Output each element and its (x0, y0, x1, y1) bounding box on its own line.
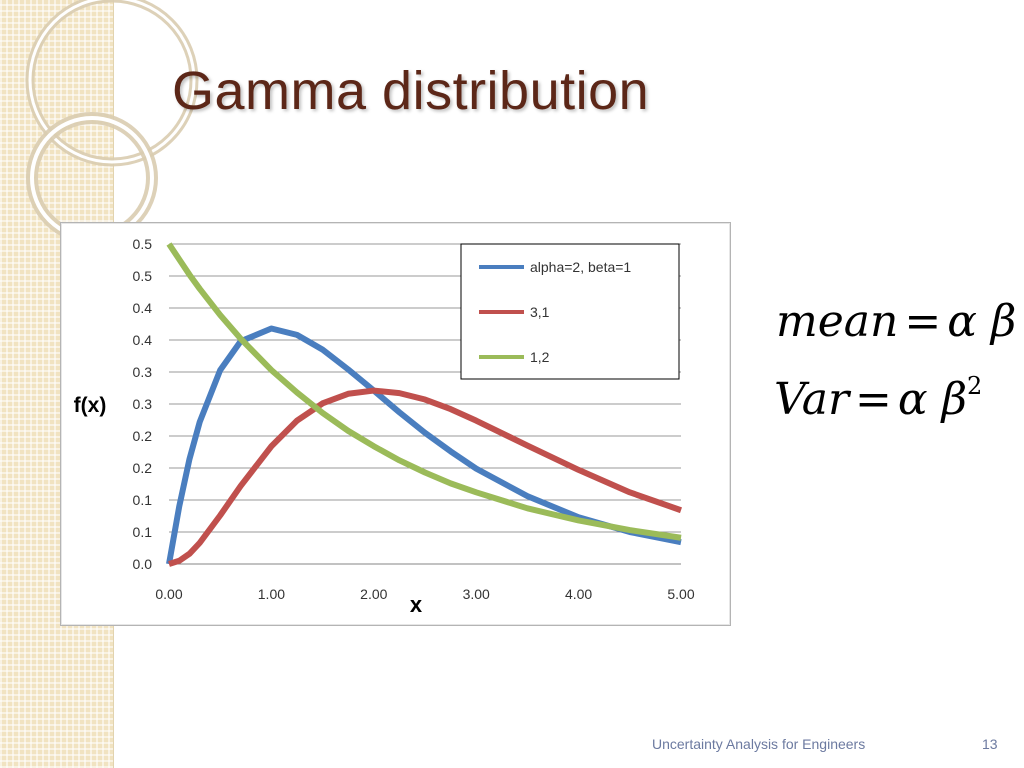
decorative-rings (25, 0, 199, 244)
y-tick-label: 0.1 (133, 524, 153, 540)
y-tick-label: 0.3 (133, 396, 153, 412)
x-tick-label: 2.00 (360, 586, 387, 602)
mean-formula: mean = α β (776, 296, 1016, 347)
x-tick-label: 1.00 (258, 586, 285, 602)
chart-frame: 0.0 0.1 0.1 0.2 0.2 0.3 0.3 0.4 0.4 0.5 0.5 0.00 1.… (60, 222, 731, 626)
y-tick-label: 0.5 (133, 236, 153, 252)
mean-formula-lhs: mean (776, 296, 899, 347)
x-tick-label: 5.00 (667, 586, 694, 602)
slide-title: Gamma distribution (172, 61, 650, 121)
y-tick-label: 0.4 (133, 300, 153, 316)
y-tick-label: 0.1 (133, 492, 153, 508)
gamma-chart: 0.0 0.1 0.1 0.2 0.2 0.3 0.3 0.4 0.4 0.5 0.5 0.00 1.… (74, 236, 695, 617)
legend-label-1: 3,1 (530, 304, 550, 320)
mean-formula-equals: = (904, 296, 942, 347)
series-line-2 (166, 242, 682, 541)
series-line-0 (166, 325, 682, 565)
y-tick-label: 0.3 (133, 364, 153, 380)
variance-formula-exponent: 2 (967, 372, 983, 400)
x-axis-label: x (410, 592, 423, 617)
x-tick-label: 3.00 (463, 586, 490, 602)
variance-formula-rhs: α β (897, 374, 968, 425)
y-tick-label: 0.2 (133, 460, 153, 476)
legend-label-0: alpha=2, beta=1 (530, 259, 631, 275)
mean-formula-rhs: α β (947, 296, 1017, 347)
x-tick-label: 4.00 (565, 586, 592, 602)
y-tick-labels: 0.0 0.1 0.1 0.2 0.2 0.3 0.3 0.4 0.4 0.5 0.5 (133, 236, 153, 572)
series-line-1 (168, 387, 682, 567)
page-number: 13 (982, 736, 998, 752)
x-tick-label: 0.00 (155, 586, 182, 602)
chart-legend: alpha=2, beta=1 3,1 1,2 (460, 243, 680, 380)
y-axis-label: f(x) (74, 394, 107, 417)
footer-text: Uncertainty Analysis for Engineers (652, 736, 866, 752)
series-lines (166, 242, 682, 567)
y-tick-label: 0.0 (133, 556, 153, 572)
variance-formula-lhs: Var (774, 374, 850, 425)
y-tick-label: 0.5 (133, 268, 153, 284)
legend-label-2: 1,2 (530, 349, 550, 365)
x-tick-labels: 0.00 1.00 2.00 3.00 4.00 5.00 (155, 586, 694, 602)
y-tick-label: 0.4 (133, 332, 153, 348)
y-tick-label: 0.2 (133, 428, 153, 444)
variance-formula: Var = α β2 (774, 372, 982, 425)
variance-formula-equals: = (855, 374, 892, 425)
